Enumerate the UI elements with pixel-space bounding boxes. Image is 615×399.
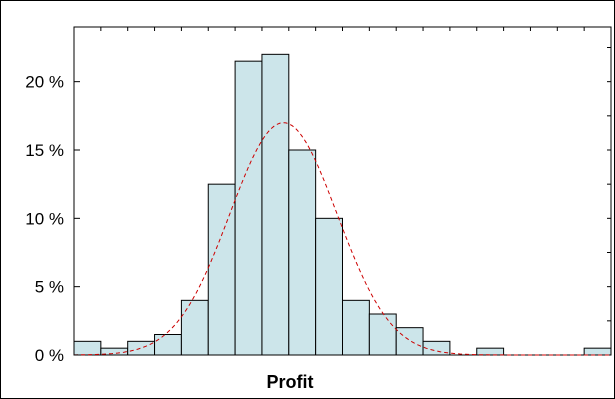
histogram-bar — [583, 347, 612, 356]
y-tick-label: 10 % — [25, 209, 64, 228]
histogram-bar — [368, 313, 397, 356]
x-axis-label: Profit — [267, 372, 314, 392]
top-axis-ticks — [73, 27, 612, 31]
histogram-bar — [395, 327, 424, 356]
histogram-bar — [342, 299, 370, 356]
histogram-bar — [288, 149, 317, 356]
histogram-bar — [73, 340, 102, 356]
y-tick-label: 15 % — [25, 141, 64, 160]
histogram-bar — [154, 334, 182, 356]
bars-group — [73, 53, 612, 356]
histogram-bar — [234, 60, 263, 356]
histogram-bar — [207, 183, 236, 356]
histogram-bar — [180, 299, 209, 356]
histogram-bar — [127, 340, 156, 356]
histogram-bar — [422, 340, 451, 356]
y-tick-label: 0 % — [35, 346, 64, 365]
normal-fit-curve — [74, 122, 610, 356]
y-tick-label: 20 % — [25, 73, 64, 92]
histogram-bar — [261, 53, 290, 356]
y-axis: 0 % 5 % 10 % 15 % 20 % — [25, 73, 80, 365]
histogram-bar — [476, 347, 505, 356]
y-tick-label: 5 % — [35, 278, 64, 297]
histogram-bar — [315, 217, 343, 356]
